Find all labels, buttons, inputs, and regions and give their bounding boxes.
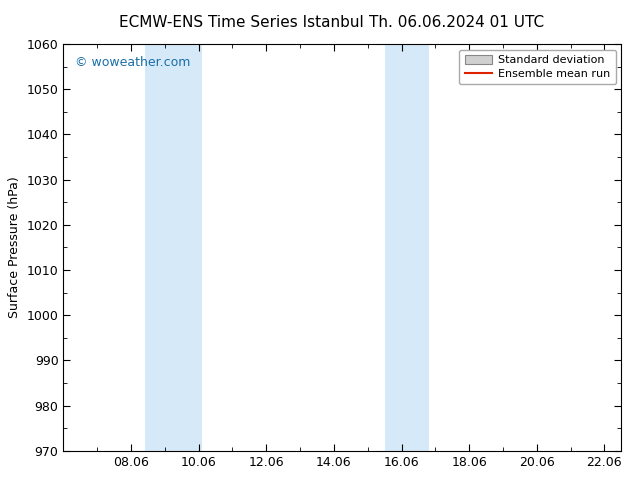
Text: © woweather.com: © woweather.com [75,56,190,69]
Bar [145,44,202,451]
Bar [385,44,429,451]
Text: Th. 06.06.2024 01 UTC: Th. 06.06.2024 01 UTC [369,15,544,30]
Legend: Standard deviation, Ensemble mean run: Standard deviation, Ensemble mean run [459,49,616,84]
Y-axis label: Surface Pressure (hPa): Surface Pressure (hPa) [8,176,21,318]
Text: ECMW-ENS Time Series Istanbul: ECMW-ENS Time Series Istanbul [119,15,363,30]
